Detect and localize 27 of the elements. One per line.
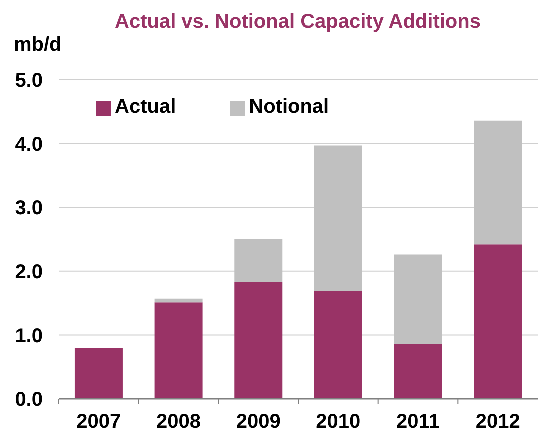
- y-tick-label: 2.0: [15, 262, 43, 284]
- x-tick-label: 2008: [156, 411, 201, 433]
- x-tick-label: 2007: [76, 411, 122, 433]
- x-tick-label: 2010: [316, 411, 361, 433]
- bar: [394, 254, 442, 344]
- y-axis-title: mb/d: [14, 34, 62, 56]
- y-tick-label: 3.0: [15, 198, 43, 220]
- chart-title: Actual vs. Notional Capacity Additions: [114, 11, 482, 33]
- bar: [74, 348, 123, 399]
- bar: [474, 120, 522, 245]
- bar: [234, 282, 283, 399]
- bar: [314, 146, 362, 292]
- bar: [474, 244, 522, 399]
- bar: [394, 344, 442, 399]
- y-tick-label: 0.0: [15, 389, 43, 412]
- bar: [314, 291, 362, 399]
- x-tick-label: 2012: [476, 411, 520, 433]
- bar: [154, 302, 203, 399]
- x-tick-label: 2011: [396, 411, 440, 433]
- y-tick-label: 5.0: [15, 70, 43, 92]
- x-tick-label: 2009: [236, 411, 281, 433]
- legend-label: Notional: [249, 96, 330, 118]
- bar: [234, 240, 283, 282]
- y-tick-label: 4.0: [15, 134, 43, 156]
- bar: [154, 298, 203, 303]
- y-tick-label: 1.0: [15, 325, 43, 348]
- legend-label: Actual: [115, 96, 176, 118]
